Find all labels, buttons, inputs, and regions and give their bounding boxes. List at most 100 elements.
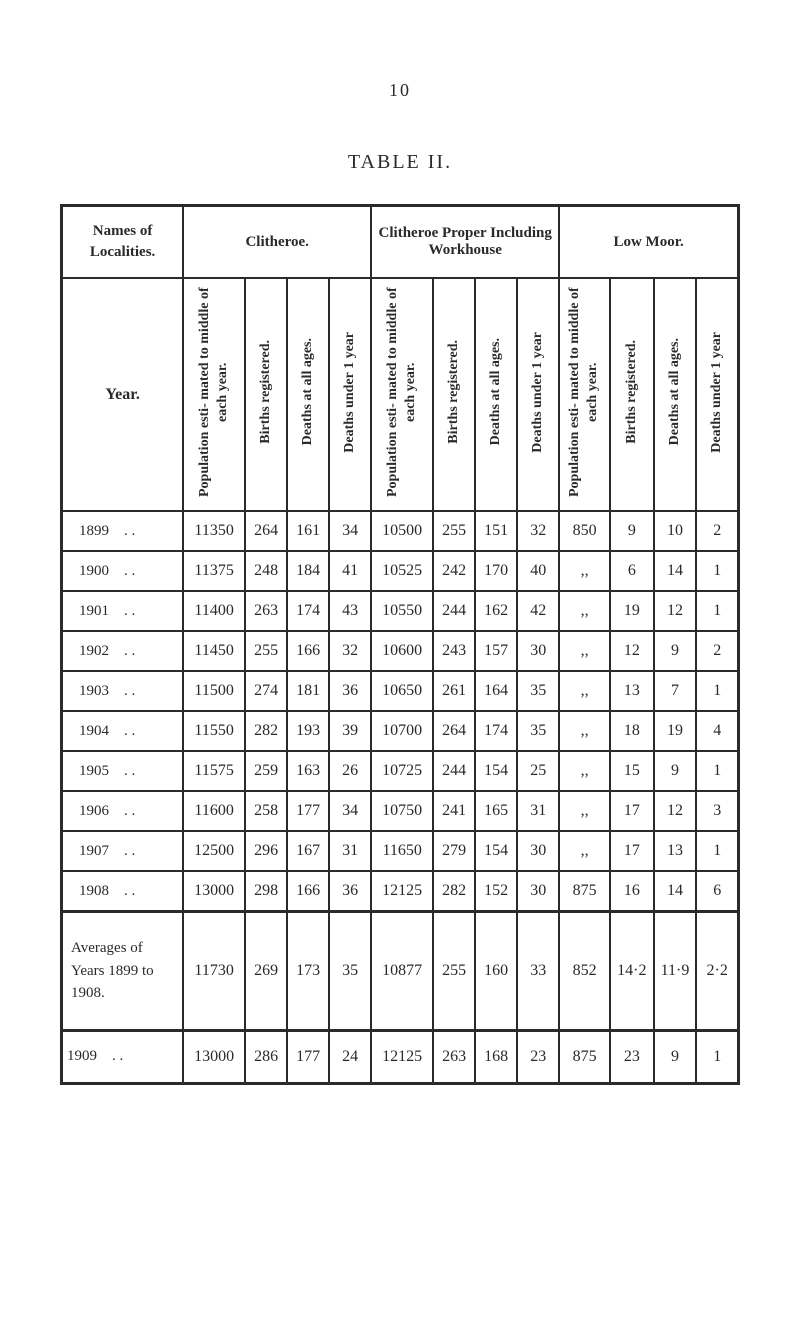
cell: 13 [654, 831, 697, 871]
cell: 39 [329, 711, 371, 751]
cell: 10600 [371, 631, 433, 671]
cell: 243 [433, 631, 475, 671]
cell: 1 [696, 551, 738, 591]
col-deaths: Deaths at all ages. [475, 278, 517, 511]
cell: 9 [654, 1030, 697, 1083]
cell: 30 [517, 631, 559, 671]
cell: 261 [433, 671, 475, 711]
cell: 282 [245, 711, 287, 751]
cell: 154 [475, 831, 517, 871]
cell: 165 [475, 791, 517, 831]
cell: 19 [654, 711, 697, 751]
table-row: 1899 . .11350264161341050025515132850910… [62, 511, 739, 551]
cell: 11400 [183, 591, 245, 631]
averages-label: Averages of Years 1899 to 1908. [62, 912, 184, 1031]
cell: 241 [433, 791, 475, 831]
col-births: Births registered. [610, 278, 654, 511]
cell: 11730 [183, 912, 245, 1031]
year-label: 1900 . . [62, 551, 184, 591]
cell: 10550 [371, 591, 433, 631]
year-label: 1902 . . [62, 631, 184, 671]
year-label: 1908 . . [62, 871, 184, 912]
cell: 174 [475, 711, 517, 751]
table-row: 1900 . .11375248184411052524217040,,6141 [62, 551, 739, 591]
cell: 10750 [371, 791, 433, 831]
cell: 12 [654, 791, 697, 831]
cell: 31 [517, 791, 559, 831]
cell: 35 [329, 912, 371, 1031]
cell: ,, [559, 711, 610, 751]
cell: 193 [287, 711, 329, 751]
cell: 6 [696, 871, 738, 912]
cell: 11375 [183, 551, 245, 591]
cell: 168 [475, 1030, 517, 1083]
cell: 12125 [371, 1030, 433, 1083]
cell: 34 [329, 791, 371, 831]
cell: 36 [329, 871, 371, 912]
cell: ,, [559, 791, 610, 831]
table-row: 1907 . .12500296167311165027915430,,1713… [62, 831, 739, 871]
cell: 163 [287, 751, 329, 791]
cell: 11550 [183, 711, 245, 751]
cell: 10650 [371, 671, 433, 711]
year-label: 1901 . . [62, 591, 184, 631]
names-header: Names of Localities. [62, 206, 184, 279]
cell: 177 [287, 1030, 329, 1083]
col-under1: Deaths under 1 year [517, 278, 559, 511]
table-row: 1902 . .11450255166321060024315730,,1292 [62, 631, 739, 671]
cell: 173 [287, 912, 329, 1031]
table-row: 1904 . .11550282193391070026417435,,1819… [62, 711, 739, 751]
cell: 6 [610, 551, 654, 591]
cell: 30 [517, 831, 559, 871]
cell: 35 [517, 711, 559, 751]
cell: 2 [696, 631, 738, 671]
cell: 162 [475, 591, 517, 631]
cell: 12500 [183, 831, 245, 871]
col-births: Births registered. [433, 278, 475, 511]
cell: 9 [610, 511, 654, 551]
group-lowmoor: Low Moor. [559, 206, 738, 279]
cell: 11450 [183, 631, 245, 671]
cell: 1 [696, 1030, 738, 1083]
table-row: 1906 . .11600258177341075024116531,,1712… [62, 791, 739, 831]
cell: 269 [245, 912, 287, 1031]
cell: 10500 [371, 511, 433, 551]
year-label: 1909 . . [62, 1030, 184, 1083]
cell: 174 [287, 591, 329, 631]
cell: 2 [696, 511, 738, 551]
year-header: Year. [62, 278, 184, 511]
cell: 255 [433, 912, 475, 1031]
col-deaths: Deaths at all ages. [654, 278, 697, 511]
cell: 244 [433, 591, 475, 631]
data-table: Names of Localities. Clitheroe. Clithero… [60, 204, 740, 1085]
cell: 36 [329, 671, 371, 711]
cell: 1 [696, 751, 738, 791]
year-label: 1907 . . [62, 831, 184, 871]
cell: 13000 [183, 1030, 245, 1083]
cell: 12125 [371, 871, 433, 912]
cell: 31 [329, 831, 371, 871]
cell: 161 [287, 511, 329, 551]
cell: 16 [610, 871, 654, 912]
cell: 33 [517, 912, 559, 1031]
cell: 264 [433, 711, 475, 751]
cell: 166 [287, 631, 329, 671]
averages-row: Averages of Years 1899 to 1908. 11730 26… [62, 912, 739, 1031]
cell: 17 [610, 791, 654, 831]
cell: 11500 [183, 671, 245, 711]
cell: 11575 [183, 751, 245, 791]
cell: 167 [287, 831, 329, 871]
cell: 41 [329, 551, 371, 591]
group-proper: Clitheroe Proper Including Workhouse [371, 206, 559, 279]
cell: 244 [433, 751, 475, 791]
cell: 9 [654, 751, 697, 791]
cell: 152 [475, 871, 517, 912]
cell: 850 [559, 511, 610, 551]
cell: 875 [559, 1030, 610, 1083]
cell: 30 [517, 871, 559, 912]
table-row: 1905 . .11575259163261072524415425,,1591 [62, 751, 739, 791]
cell: 14 [654, 551, 697, 591]
cell: 875 [559, 871, 610, 912]
cell: 263 [433, 1030, 475, 1083]
cell: 248 [245, 551, 287, 591]
